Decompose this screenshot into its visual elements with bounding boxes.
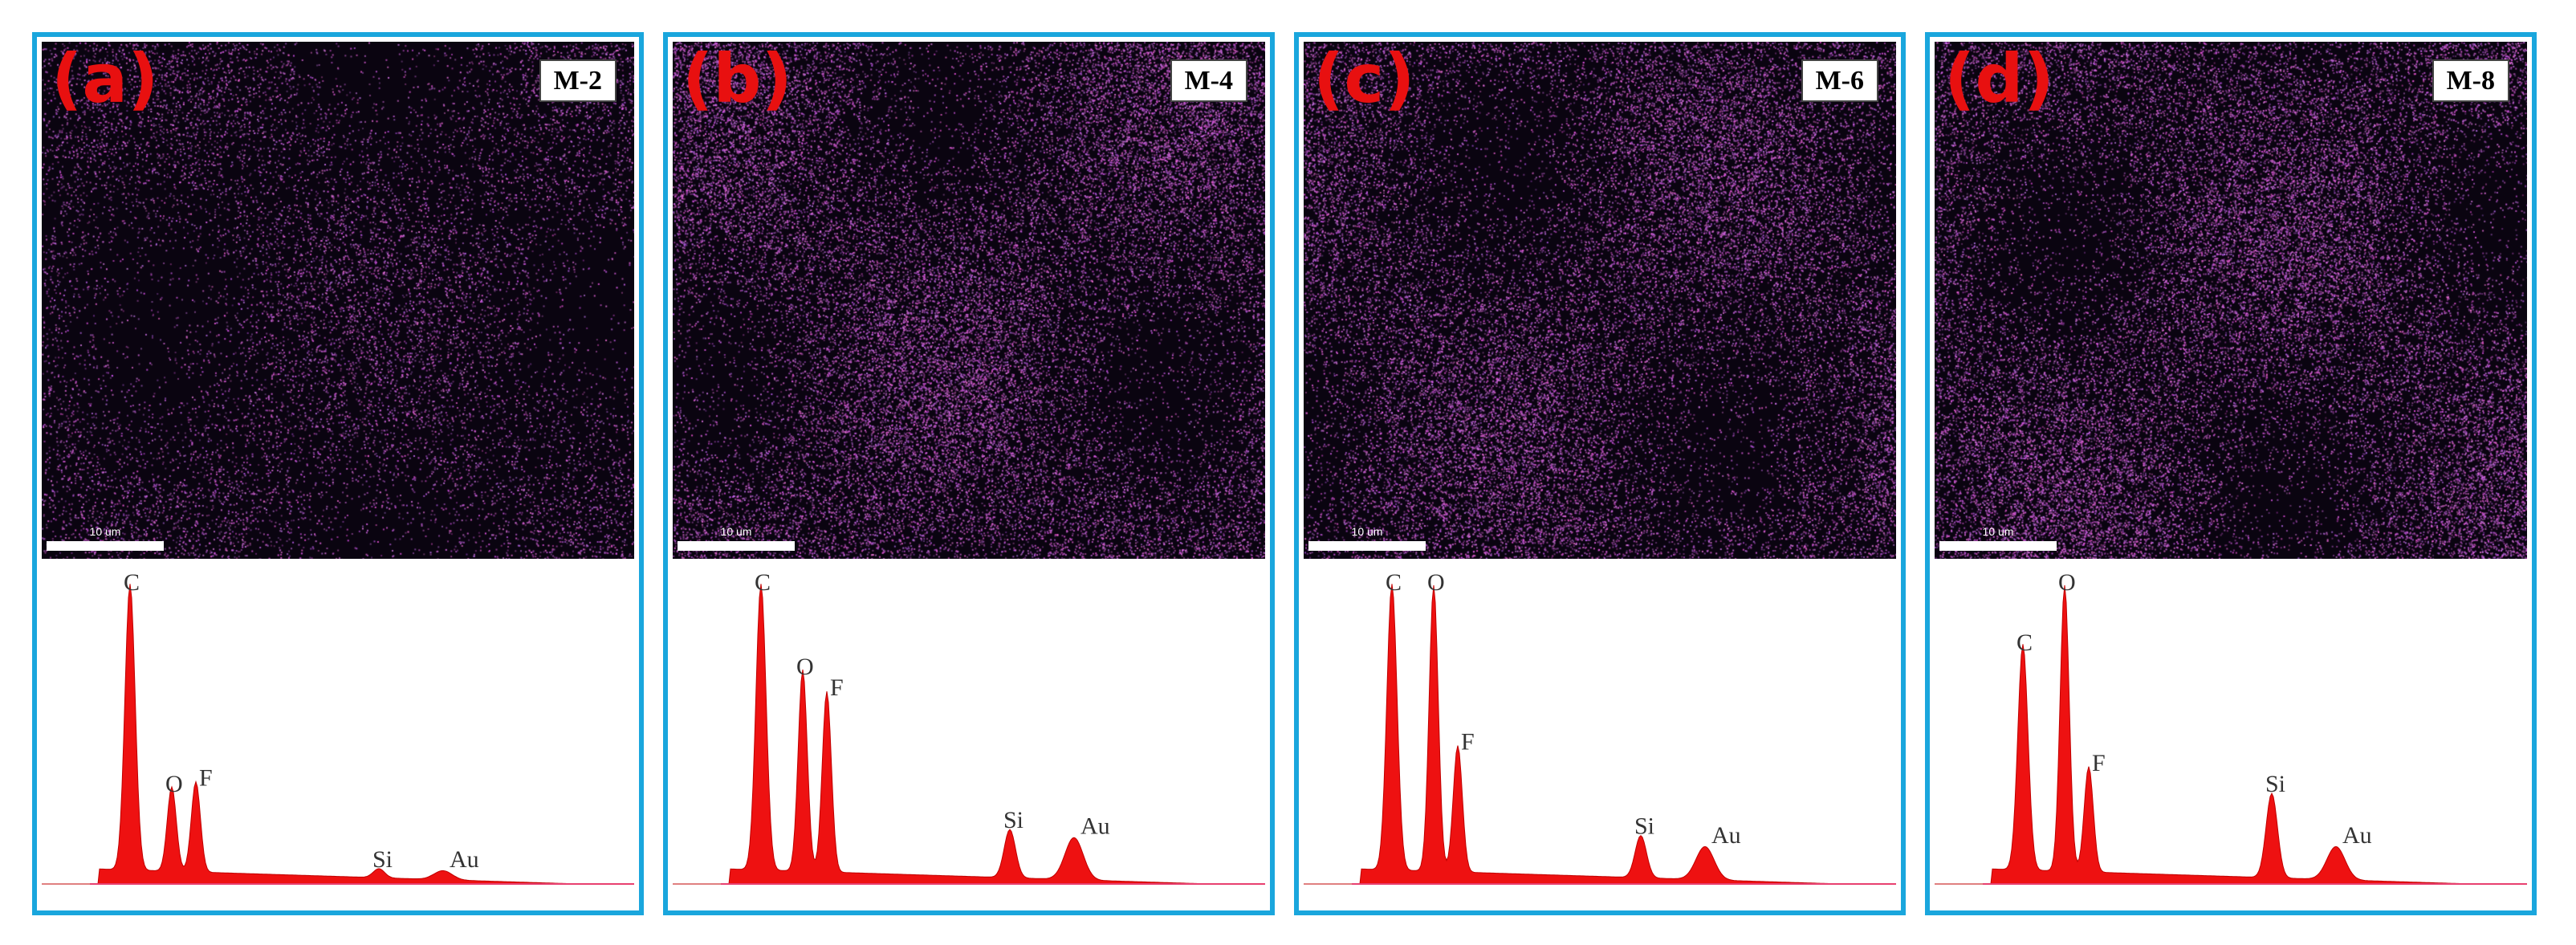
- panel-a: (a) M-2 10 um C O F Si Au: [32, 32, 644, 915]
- eds-spectrum: C O F Si Au: [42, 567, 634, 904]
- sample-label: M-4: [1170, 59, 1247, 103]
- peak-label-o: O: [165, 771, 183, 797]
- peak-label-o: O: [1427, 569, 1445, 596]
- spectrum-area: [1304, 584, 1896, 885]
- panel-letter: (a): [51, 42, 159, 118]
- scale-bar: [1939, 541, 2057, 551]
- peak-label-c: C: [124, 569, 140, 596]
- peak-label-si: Si: [1003, 807, 1023, 833]
- eds-spectrum: C O F Si Au: [673, 567, 1265, 904]
- panel-c: (c) M-6 10 um C O F Si Au: [1294, 32, 1906, 915]
- panel-letter: (d): [1944, 42, 2054, 118]
- map-image: [1304, 42, 1896, 559]
- peak-label-au: Au: [1711, 822, 1741, 849]
- peak-label-si: Si: [1634, 813, 1654, 840]
- scale-bar-label: 10 um: [89, 525, 121, 538]
- scale-bar-label: 10 um: [720, 525, 752, 538]
- scale-bar: [678, 541, 795, 551]
- map-image: [673, 42, 1265, 559]
- scale-bar-label: 10 um: [1351, 525, 1383, 538]
- peak-label-si: Si: [372, 846, 393, 873]
- panel-letter: (b): [682, 42, 792, 118]
- eds-spectrum: C O F Si Au: [1935, 567, 2527, 904]
- spectrum-area: [673, 584, 1265, 885]
- sample-label: M-6: [1801, 59, 1878, 103]
- peak-label-c: C: [755, 569, 771, 596]
- peak-label-c: C: [1386, 569, 1402, 596]
- elemental-map: (a) M-2 10 um: [42, 42, 634, 559]
- scale-bar: [47, 541, 164, 551]
- peak-label-f: F: [1461, 729, 1475, 756]
- elemental-map: (b) M-4 10 um: [673, 42, 1265, 559]
- elemental-map: (c) M-6 10 um: [1304, 42, 1896, 559]
- eds-spectrum: C O F Si Au: [1304, 567, 1896, 904]
- panel-d: (d) M-8 10 um C O F Si Au: [1925, 32, 2537, 915]
- map-image: [42, 42, 634, 559]
- spectrum-area: [1935, 585, 2527, 885]
- peak-label-au: Au: [1080, 813, 1110, 840]
- sample-label: M-8: [2432, 59, 2509, 103]
- peak-label-f: F: [199, 765, 213, 792]
- peak-label-o: O: [2058, 569, 2076, 596]
- peak-label-au: Au: [2342, 822, 2372, 849]
- peak-label-o: O: [796, 654, 814, 680]
- peak-label-f: F: [830, 674, 844, 701]
- map-image: [1935, 42, 2527, 559]
- peak-label-au: Au: [450, 846, 479, 873]
- panel-b: (b) M-4 10 um C O F Si Au: [663, 32, 1275, 915]
- peak-label-c: C: [2016, 629, 2033, 656]
- peak-label-f: F: [2092, 750, 2106, 776]
- sample-label: M-2: [539, 59, 617, 103]
- peak-label-si: Si: [2265, 771, 2285, 797]
- panel-letter: (c): [1313, 42, 1415, 118]
- spectrum-area: [42, 584, 634, 885]
- scale-bar: [1308, 541, 1426, 551]
- scale-bar-label: 10 um: [1982, 525, 2014, 538]
- elemental-map: (d) M-8 10 um: [1935, 42, 2527, 559]
